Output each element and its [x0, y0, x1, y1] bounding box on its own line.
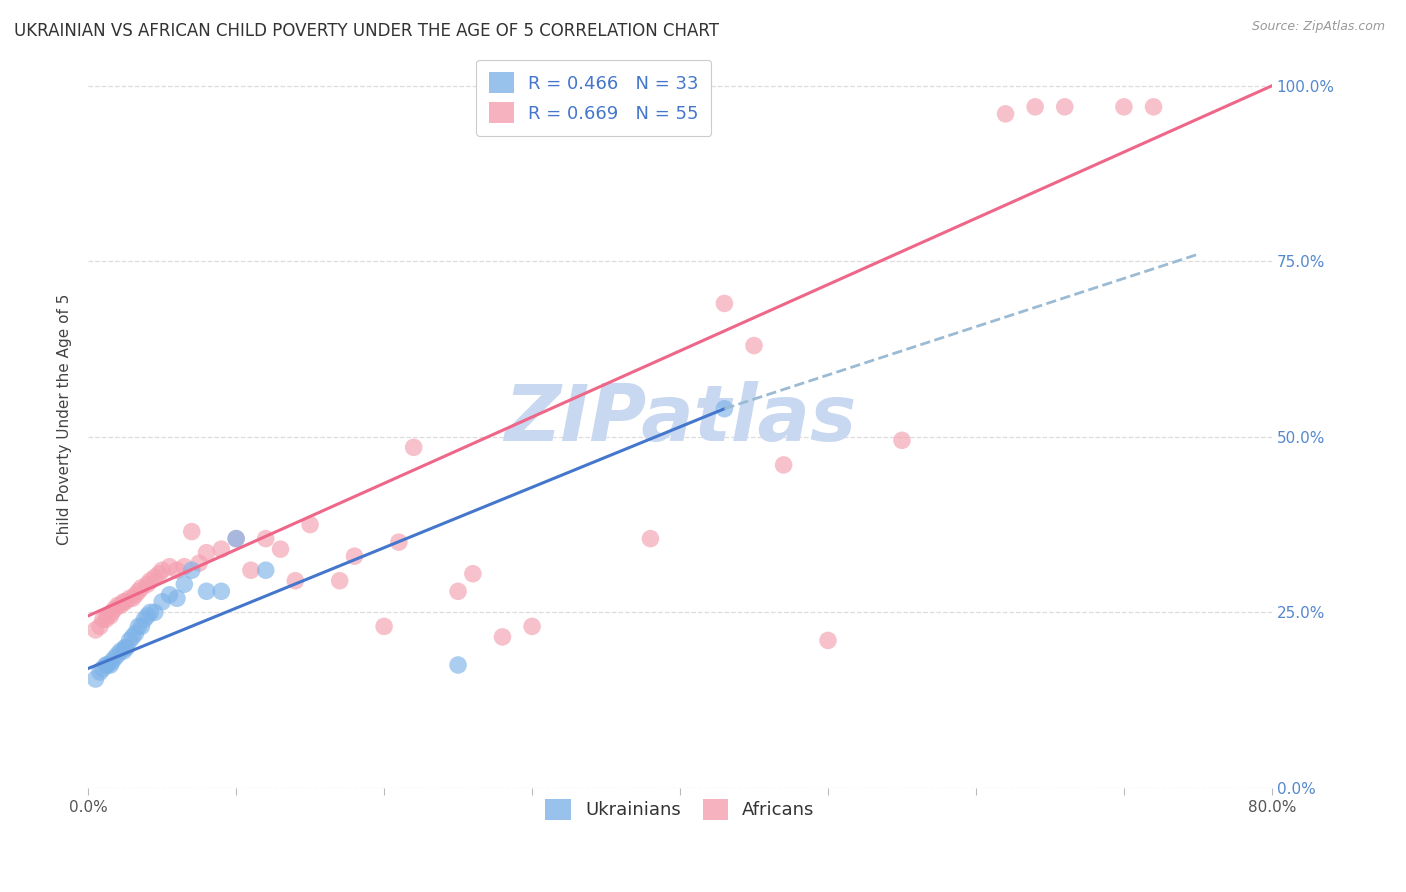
Point [96, 658, 118, 673]
Point [388, 535, 411, 549]
Point [101, 605, 124, 619]
Point [115, 640, 138, 655]
Point [195, 584, 218, 599]
Point [114, 640, 136, 655]
Point [491, 630, 513, 644]
Point [254, 563, 277, 577]
Point [180, 524, 202, 539]
Y-axis label: Child Poverty Under the Age of 5: Child Poverty Under the Age of 5 [58, 293, 72, 545]
Point [136, 577, 159, 591]
Point [96, 608, 118, 623]
Point [121, 630, 143, 644]
Point [891, 434, 914, 448]
Point [817, 633, 839, 648]
Point [150, 595, 173, 609]
Point [402, 441, 425, 455]
Point [225, 532, 247, 546]
Point [1112, 100, 1135, 114]
Point [270, 542, 292, 557]
Point [1053, 100, 1076, 114]
Point [98, 658, 121, 673]
Point [284, 574, 307, 588]
Point [101, 655, 124, 669]
Point [447, 658, 470, 673]
Point [91, 661, 114, 675]
Point [173, 577, 195, 591]
Point [166, 563, 188, 577]
Point [143, 570, 166, 584]
Point [131, 619, 153, 633]
Point [166, 591, 188, 606]
Point [143, 605, 166, 619]
Point [343, 549, 366, 564]
Point [373, 619, 395, 633]
Point [84, 672, 107, 686]
Point [148, 566, 170, 581]
Point [239, 563, 262, 577]
Point [640, 532, 662, 546]
Point [159, 588, 181, 602]
Point [195, 546, 218, 560]
Point [118, 591, 141, 606]
Point [112, 595, 135, 609]
Point [254, 532, 277, 546]
Point [127, 584, 149, 599]
Point [188, 556, 211, 570]
Point [134, 612, 156, 626]
Point [107, 648, 129, 662]
Point [447, 584, 470, 599]
Point [136, 608, 159, 623]
Point [713, 296, 735, 310]
Point [94, 612, 117, 626]
Text: Source: ZipAtlas.com: Source: ZipAtlas.com [1251, 20, 1385, 33]
Point [118, 633, 141, 648]
Point [112, 644, 135, 658]
Text: UKRAINIAN VS AFRICAN CHILD POVERTY UNDER THE AGE OF 5 CORRELATION CHART: UKRAINIAN VS AFRICAN CHILD POVERTY UNDER… [14, 22, 718, 40]
Point [94, 658, 117, 673]
Point [104, 651, 127, 665]
Point [124, 588, 146, 602]
Point [89, 619, 111, 633]
Point [329, 574, 352, 588]
Point [110, 599, 132, 613]
Point [994, 107, 1017, 121]
Point [1024, 100, 1046, 114]
Point [89, 665, 111, 679]
Point [104, 602, 127, 616]
Point [742, 338, 765, 352]
Point [225, 532, 247, 546]
Point [124, 626, 146, 640]
Point [772, 458, 794, 472]
Point [150, 563, 173, 577]
Point [173, 559, 195, 574]
Point [107, 599, 129, 613]
Point [139, 605, 162, 619]
Point [110, 644, 132, 658]
Point [127, 619, 149, 633]
Point [98, 608, 121, 623]
Point [520, 619, 543, 633]
Point [131, 581, 153, 595]
Point [121, 591, 143, 606]
Point [139, 574, 162, 588]
Point [114, 595, 136, 609]
Point [299, 517, 322, 532]
Point [1142, 100, 1164, 114]
Point [461, 566, 484, 581]
Point [713, 401, 735, 416]
Point [209, 584, 232, 599]
Legend: Ukrainians, Africans: Ukrainians, Africans [538, 791, 823, 827]
Point [91, 612, 114, 626]
Point [180, 563, 202, 577]
Text: ZIPatlas: ZIPatlas [503, 381, 856, 458]
Point [209, 542, 232, 557]
Point [84, 623, 107, 637]
Point [159, 559, 181, 574]
